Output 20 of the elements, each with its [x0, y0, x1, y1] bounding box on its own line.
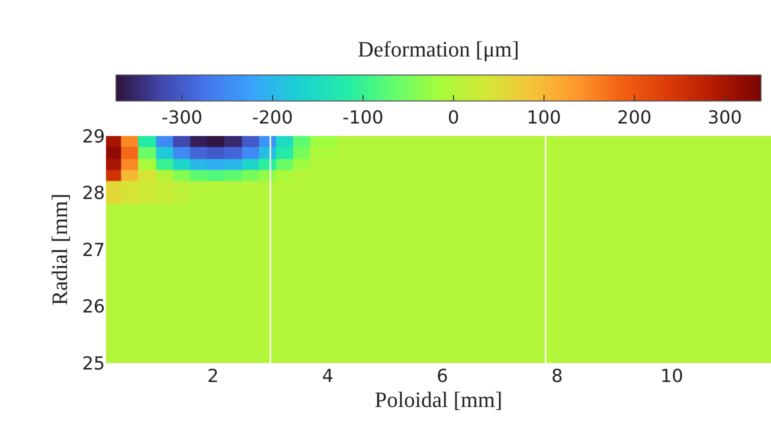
y-tick-label: 26	[82, 296, 105, 318]
color-bar-label: -100	[342, 108, 384, 129]
x-tick-label: 10	[660, 366, 684, 387]
x-axis-title: Poloidal [mm]	[374, 387, 502, 412]
color-bar-title: Deformation [μm]	[358, 36, 520, 62]
x-tick-label: 8	[551, 366, 563, 387]
y-tick-label: 29	[82, 126, 105, 148]
color-bar-label: 300	[708, 108, 742, 129]
y-axis-title: Radial [mm]	[46, 194, 72, 306]
color-bar-label: -200	[252, 108, 293, 129]
color-bar-label: 0	[448, 108, 460, 129]
x-tick-label: 4	[322, 366, 334, 387]
x-tick-label: 6	[436, 366, 448, 387]
color-bar-label: -300	[162, 108, 202, 129]
y-tick-label: 27	[82, 240, 105, 261]
x-tick-label: 2	[207, 366, 219, 387]
y-tick-label: 28	[82, 183, 105, 204]
color-bar-label: 200	[617, 108, 652, 129]
color-bar-label: 100	[526, 108, 562, 129]
y-tick-label: 25	[82, 353, 105, 374]
